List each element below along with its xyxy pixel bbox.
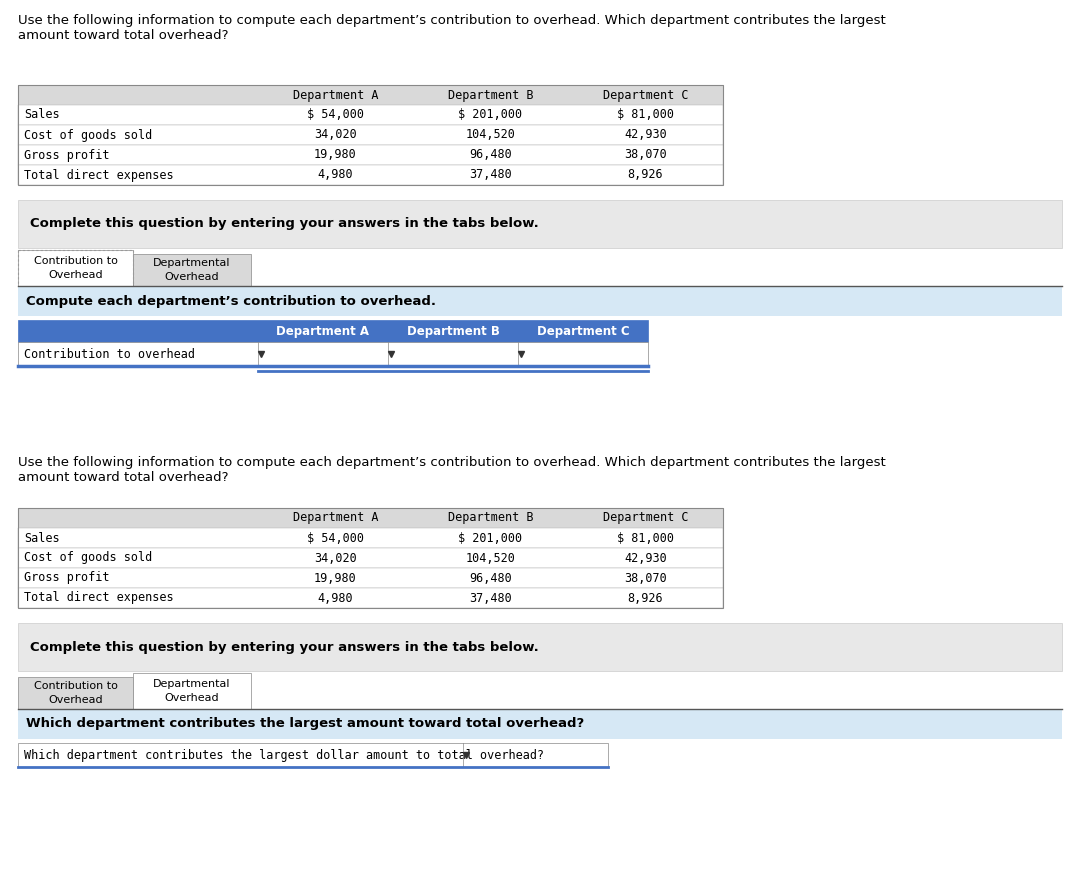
Text: Total direct expenses: Total direct expenses bbox=[24, 591, 174, 604]
Bar bbox=[18, 508, 723, 528]
Bar bbox=[18, 105, 723, 125]
Text: 104,520: 104,520 bbox=[465, 551, 515, 565]
Bar bbox=[18, 320, 648, 342]
Bar bbox=[18, 588, 723, 608]
Text: 42,930: 42,930 bbox=[624, 551, 666, 565]
Text: Department B: Department B bbox=[448, 88, 534, 102]
Bar bbox=[18, 286, 1062, 316]
Text: $ 201,000: $ 201,000 bbox=[458, 109, 523, 121]
Text: Department B: Department B bbox=[406, 325, 499, 337]
Text: Departmental
Overhead: Departmental Overhead bbox=[153, 680, 231, 703]
Text: 19,980: 19,980 bbox=[314, 149, 356, 161]
Text: 42,930: 42,930 bbox=[624, 128, 666, 142]
Text: 104,520: 104,520 bbox=[465, 128, 515, 142]
Text: Which department contributes the largest dollar amount to total overhead?: Which department contributes the largest… bbox=[24, 749, 544, 761]
Text: Which department contributes the largest amount toward total overhead?: Which department contributes the largest… bbox=[26, 718, 584, 730]
Text: Compute each department’s contribution to overhead.: Compute each department’s contribution t… bbox=[26, 295, 436, 307]
Text: Gross profit: Gross profit bbox=[24, 572, 109, 584]
Text: Sales: Sales bbox=[24, 532, 59, 544]
Bar bbox=[18, 342, 648, 366]
Text: Department C: Department C bbox=[603, 512, 688, 525]
Bar bbox=[18, 200, 1062, 248]
Text: $ 54,000: $ 54,000 bbox=[307, 532, 364, 544]
Text: Department A: Department A bbox=[276, 325, 369, 337]
Bar bbox=[18, 677, 133, 709]
Bar bbox=[18, 623, 1062, 671]
Text: 8,926: 8,926 bbox=[627, 168, 663, 181]
Text: 19,980: 19,980 bbox=[314, 572, 356, 584]
Text: Complete this question by entering your answers in the tabs below.: Complete this question by entering your … bbox=[30, 218, 539, 230]
Bar bbox=[18, 165, 723, 185]
Text: Use the following information to compute each department’s contribution to overh: Use the following information to compute… bbox=[18, 456, 886, 484]
Text: Contribution to
Overhead: Contribution to Overhead bbox=[33, 681, 118, 704]
Text: $ 81,000: $ 81,000 bbox=[617, 109, 674, 121]
Bar bbox=[18, 250, 133, 286]
Text: Department A: Department A bbox=[293, 512, 378, 525]
Text: Use the following information to compute each department’s contribution to overh: Use the following information to compute… bbox=[18, 14, 886, 42]
Bar bbox=[18, 528, 723, 548]
Text: Cost of goods sold: Cost of goods sold bbox=[24, 551, 152, 565]
Text: Complete this question by entering your answers in the tabs below.: Complete this question by entering your … bbox=[30, 641, 539, 653]
Bar bbox=[133, 254, 251, 286]
Text: Department C: Department C bbox=[537, 325, 630, 337]
Text: $ 54,000: $ 54,000 bbox=[307, 109, 364, 121]
Bar bbox=[18, 85, 723, 185]
Bar bbox=[18, 568, 723, 588]
Text: 38,070: 38,070 bbox=[624, 149, 666, 161]
Bar bbox=[18, 548, 723, 568]
Text: 4,980: 4,980 bbox=[318, 591, 353, 604]
Bar bbox=[18, 145, 723, 165]
Text: Department A: Department A bbox=[293, 88, 378, 102]
Text: 96,480: 96,480 bbox=[469, 149, 512, 161]
Text: $ 201,000: $ 201,000 bbox=[458, 532, 523, 544]
Text: 34,020: 34,020 bbox=[314, 128, 356, 142]
Text: Contribution to overhead: Contribution to overhead bbox=[24, 348, 195, 360]
Text: 37,480: 37,480 bbox=[469, 168, 512, 181]
Text: Contribution to
Overhead: Contribution to Overhead bbox=[33, 257, 118, 280]
Text: 8,926: 8,926 bbox=[627, 591, 663, 604]
Text: $ 81,000: $ 81,000 bbox=[617, 532, 674, 544]
Text: 4,980: 4,980 bbox=[318, 168, 353, 181]
Text: Gross profit: Gross profit bbox=[24, 149, 109, 161]
Bar bbox=[18, 508, 723, 608]
Text: Sales: Sales bbox=[24, 109, 59, 121]
Text: Department B: Department B bbox=[448, 512, 534, 525]
Bar bbox=[18, 85, 723, 105]
Text: 34,020: 34,020 bbox=[314, 551, 356, 565]
Text: 37,480: 37,480 bbox=[469, 591, 512, 604]
Text: Departmental
Overhead: Departmental Overhead bbox=[153, 258, 231, 281]
Bar bbox=[133, 673, 251, 709]
Bar bbox=[18, 743, 608, 767]
Text: 96,480: 96,480 bbox=[469, 572, 512, 584]
Text: Cost of goods sold: Cost of goods sold bbox=[24, 128, 152, 142]
Bar bbox=[18, 125, 723, 145]
Text: 38,070: 38,070 bbox=[624, 572, 666, 584]
Bar bbox=[18, 709, 1062, 739]
Text: Total direct expenses: Total direct expenses bbox=[24, 168, 174, 181]
Text: Department C: Department C bbox=[603, 88, 688, 102]
